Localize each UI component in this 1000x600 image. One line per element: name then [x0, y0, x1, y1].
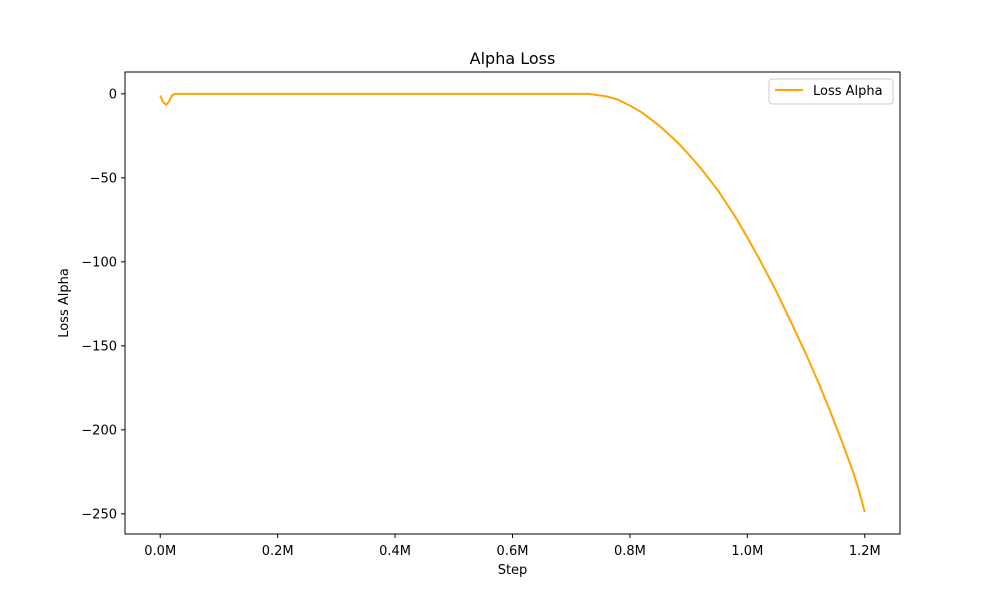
x-tick-label: 0.8M — [614, 544, 646, 559]
y-tick-label: −150 — [81, 339, 117, 354]
y-tick-label: −100 — [81, 255, 117, 270]
x-tick-label: 1.0M — [731, 544, 763, 559]
y-tick-label: 0 — [109, 87, 117, 102]
x-tick-label: 0.2M — [262, 544, 294, 559]
series-layer — [159, 92, 866, 513]
series-line-loss-alpha — [159, 92, 866, 513]
y-tick-label: −250 — [81, 507, 117, 522]
x-tick-label: 1.2M — [849, 544, 881, 559]
y-tick-label: −200 — [81, 423, 117, 438]
x-tick-label: 0.0M — [144, 544, 176, 559]
y-axis-label: Loss Alpha — [57, 268, 72, 338]
legend: Loss Alpha — [768, 78, 894, 105]
legend-label-loss-alpha: Loss Alpha — [813, 84, 883, 99]
chart-title: Alpha Loss — [470, 49, 556, 68]
legend-box — [768, 78, 894, 105]
x-tick-label: 0.4M — [379, 544, 411, 559]
ticks-layer: 0.0M 0.2M 0.4M 0.6M 0.8M 1.0M 1.2M 0 −50 −100 −150… — [81, 87, 880, 559]
x-tick-label: 0.6M — [497, 544, 529, 559]
x-axis-label: Step — [498, 563, 528, 578]
y-tick-label: −50 — [90, 171, 117, 186]
plot-area-frame — [124, 71, 901, 535]
